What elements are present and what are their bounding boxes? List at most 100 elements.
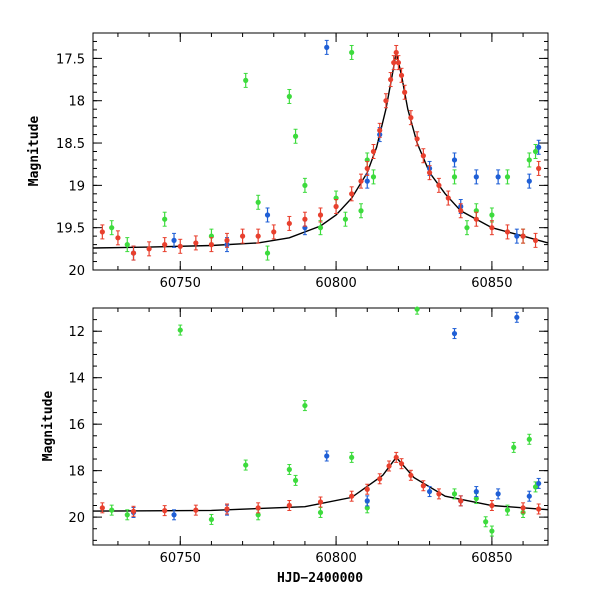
- data-point-red: [386, 460, 392, 472]
- data-point-blue: [514, 311, 520, 323]
- data-point-red: [224, 503, 230, 515]
- data-point-green: [504, 169, 511, 185]
- data-point-red: [420, 148, 426, 164]
- x-tick-label: 60800: [315, 551, 356, 566]
- data-point-green: [526, 152, 532, 168]
- data-point-red: [99, 224, 105, 240]
- data-point-blue: [473, 486, 479, 498]
- data-point-green: [302, 177, 308, 193]
- y-tick-label: 20: [68, 511, 85, 526]
- x-tick-label: 60800: [315, 276, 356, 291]
- data-point-green: [504, 504, 511, 516]
- data-point-green: [208, 513, 215, 525]
- data-point-green: [109, 220, 115, 236]
- data-point-red: [370, 144, 377, 159]
- data-point-green: [162, 211, 168, 227]
- data-point-green: [286, 88, 292, 104]
- data-point-red: [420, 480, 426, 492]
- data-point-green: [292, 474, 299, 486]
- data-point-blue: [426, 486, 433, 498]
- data-point-blue: [514, 228, 520, 244]
- data-point-green: [526, 433, 532, 445]
- data-point-red: [177, 238, 183, 254]
- data-point-green: [451, 488, 458, 500]
- data-point-green: [286, 463, 292, 475]
- data-point-green: [511, 441, 517, 453]
- data-point-green: [302, 400, 308, 412]
- data-point-red: [115, 230, 121, 246]
- x-tick-label: 60750: [160, 551, 201, 566]
- model-curve: [92, 52, 549, 249]
- data-point-red: [364, 160, 370, 176]
- data-point-red: [333, 199, 339, 215]
- data-point-red: [193, 235, 199, 251]
- data-point-red: [146, 241, 152, 257]
- data-point-blue: [526, 173, 532, 189]
- data-point-green: [109, 504, 115, 516]
- top-model-curve-layer: [92, 52, 549, 249]
- data-point-red: [349, 186, 355, 202]
- x-tick-label: 60750: [160, 276, 201, 291]
- data-point-red: [426, 165, 433, 181]
- data-point-green: [464, 220, 470, 236]
- y-tick-label: 18: [68, 95, 85, 110]
- data-point-green: [489, 207, 495, 223]
- top-x-ticks: 60750 60800 60850: [117, 33, 524, 291]
- data-point-green: [483, 516, 489, 528]
- data-point-green: [370, 169, 377, 185]
- data-point-red: [208, 237, 215, 253]
- data-point-green: [489, 525, 495, 537]
- data-point-blue: [451, 328, 458, 340]
- y-tick-label: 18: [68, 465, 85, 480]
- data-point-red: [408, 110, 414, 126]
- data-point-red: [317, 207, 324, 223]
- data-point-blue: [364, 495, 370, 507]
- bottom-x-ticks: 60750 60800 60850: [117, 308, 524, 566]
- bottom-plot-frame: [92, 307, 549, 546]
- data-point-red: [532, 232, 539, 248]
- data-point-blue: [264, 207, 271, 223]
- data-point-red: [349, 490, 355, 502]
- data-point-green: [349, 44, 355, 60]
- data-point-red: [398, 458, 405, 470]
- data-point-green: [317, 220, 324, 236]
- data-point-red: [302, 211, 308, 227]
- y-tick-label: 19: [68, 179, 85, 194]
- top-panel: 60750 60800 60850 17.5 18 18.5 19 19.5 20 Magni…: [27, 32, 549, 291]
- x-tick-label: 60850: [471, 551, 512, 566]
- top-points-layer: [99, 39, 542, 261]
- data-point-red: [286, 500, 292, 511]
- data-point-red: [239, 228, 246, 244]
- y-tick-label: 14: [68, 372, 85, 387]
- data-point-red: [395, 55, 402, 71]
- bottom-points-layer: [99, 306, 542, 537]
- data-point-red: [388, 72, 394, 88]
- data-point-red: [193, 504, 199, 516]
- data-point-red: [377, 122, 383, 138]
- data-point-green: [124, 237, 130, 253]
- data-point-blue: [495, 488, 501, 500]
- data-point-green: [532, 144, 539, 159]
- y-tick-label: 19.5: [56, 222, 85, 237]
- data-point-green: [414, 306, 420, 315]
- data-point-green: [243, 72, 249, 88]
- data-point-red: [520, 502, 526, 514]
- y-tick-label: 12: [68, 325, 85, 340]
- data-point-red: [317, 496, 324, 508]
- data-point-blue: [171, 232, 177, 248]
- y-tick-label: 20: [68, 264, 85, 279]
- data-point-blue: [324, 39, 330, 55]
- y-tick-label: 17.5: [56, 52, 85, 67]
- y-tick-label: 16: [68, 418, 85, 433]
- data-point-red: [393, 44, 399, 60]
- data-point-green: [177, 324, 183, 336]
- data-point-blue: [451, 152, 458, 168]
- data-point-red: [271, 224, 277, 240]
- data-point-red: [255, 228, 261, 244]
- data-point-red: [458, 203, 464, 219]
- data-point-red: [458, 495, 464, 507]
- data-point-green: [292, 128, 299, 144]
- data-point-red: [162, 505, 168, 517]
- data-point-blue: [473, 169, 479, 185]
